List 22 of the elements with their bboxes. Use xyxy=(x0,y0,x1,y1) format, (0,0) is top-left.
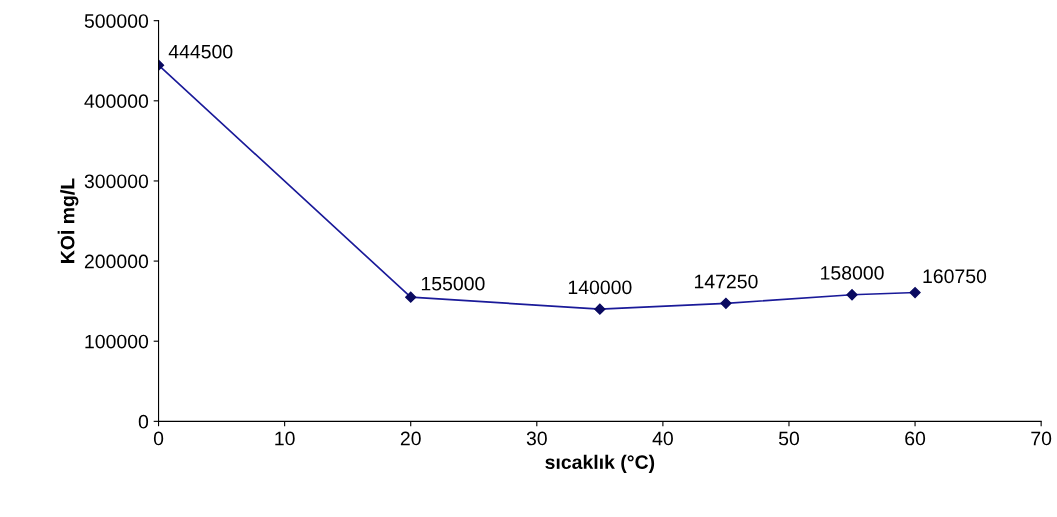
x-tick-label: 60 xyxy=(905,431,926,446)
data-label: 444500 xyxy=(168,44,233,59)
x-tick-label: 20 xyxy=(400,431,421,446)
data-label: 155000 xyxy=(421,276,485,291)
y-tick-label: 200000 xyxy=(84,254,149,269)
data-label: 140000 xyxy=(568,280,632,295)
y-axis-title: KOİ mg/L xyxy=(57,178,79,263)
data-label: 147250 xyxy=(694,274,758,289)
x-tick-label: 40 xyxy=(652,431,673,446)
x-tick-label: 30 xyxy=(526,431,547,446)
x-tick-label: 0 xyxy=(153,431,164,446)
data-label: 160750 xyxy=(923,269,987,284)
data-label: 158000 xyxy=(821,266,884,280)
y-tick-label: 0 xyxy=(138,414,149,429)
y-tick-label: 500000 xyxy=(84,14,149,28)
x-tick-label: 70 xyxy=(1031,431,1052,446)
x-tick-label: 10 xyxy=(275,431,295,446)
x-axis-title: sıcaklık (°C) xyxy=(545,454,655,473)
x-tick-label: 50 xyxy=(778,431,800,446)
y-tick-label: 300000 xyxy=(84,174,149,189)
y-tick-label: 100000 xyxy=(85,334,149,349)
y-tick-label: 400000 xyxy=(84,94,149,109)
